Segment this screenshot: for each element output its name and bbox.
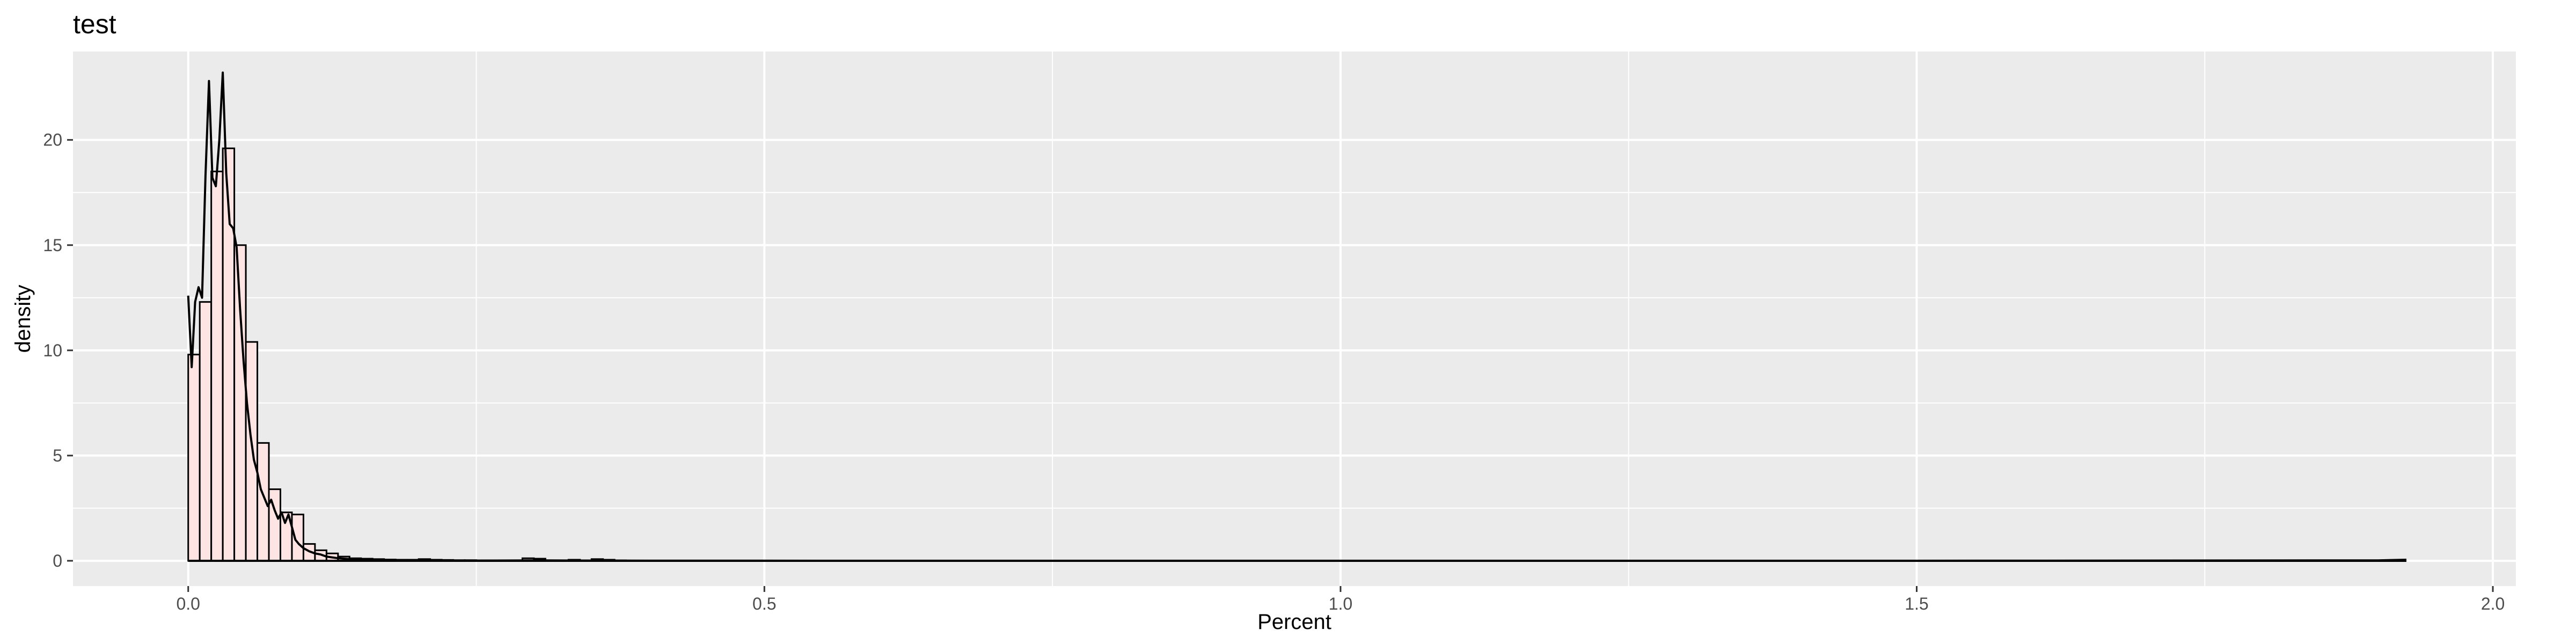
x-tick-label: 2.0	[2481, 594, 2505, 613]
x-axis-title: Percent	[1257, 610, 1331, 634]
chart-title: test	[73, 9, 116, 39]
y-axis-ticks: 0 5 10 15 20	[43, 130, 73, 570]
y-axis-title: density	[11, 285, 35, 353]
histogram-bar	[199, 301, 213, 562]
x-tick-label: 0.5	[752, 594, 776, 613]
y-tick-label: 10	[43, 341, 62, 360]
density-curve-line	[187, 71, 2407, 562]
y-tick-label: 5	[53, 446, 62, 465]
histogram-bar	[187, 354, 201, 562]
x-tick-label: 1.5	[1905, 594, 1928, 613]
y-tick-label: 15	[43, 236, 62, 255]
y-tick-label: 0	[53, 551, 62, 570]
x-tick-label: 1.0	[1329, 594, 1352, 613]
histogram-bar	[210, 171, 224, 562]
y-tick-label: 20	[43, 130, 62, 150]
histogram-bar	[291, 514, 304, 562]
histogram-bar	[245, 341, 259, 562]
x-tick-label: 0.0	[176, 594, 200, 613]
x-axis-ticks: 0.0 0.5 1.0 1.5 2.0	[176, 586, 2505, 613]
plot-panel	[73, 52, 2516, 586]
